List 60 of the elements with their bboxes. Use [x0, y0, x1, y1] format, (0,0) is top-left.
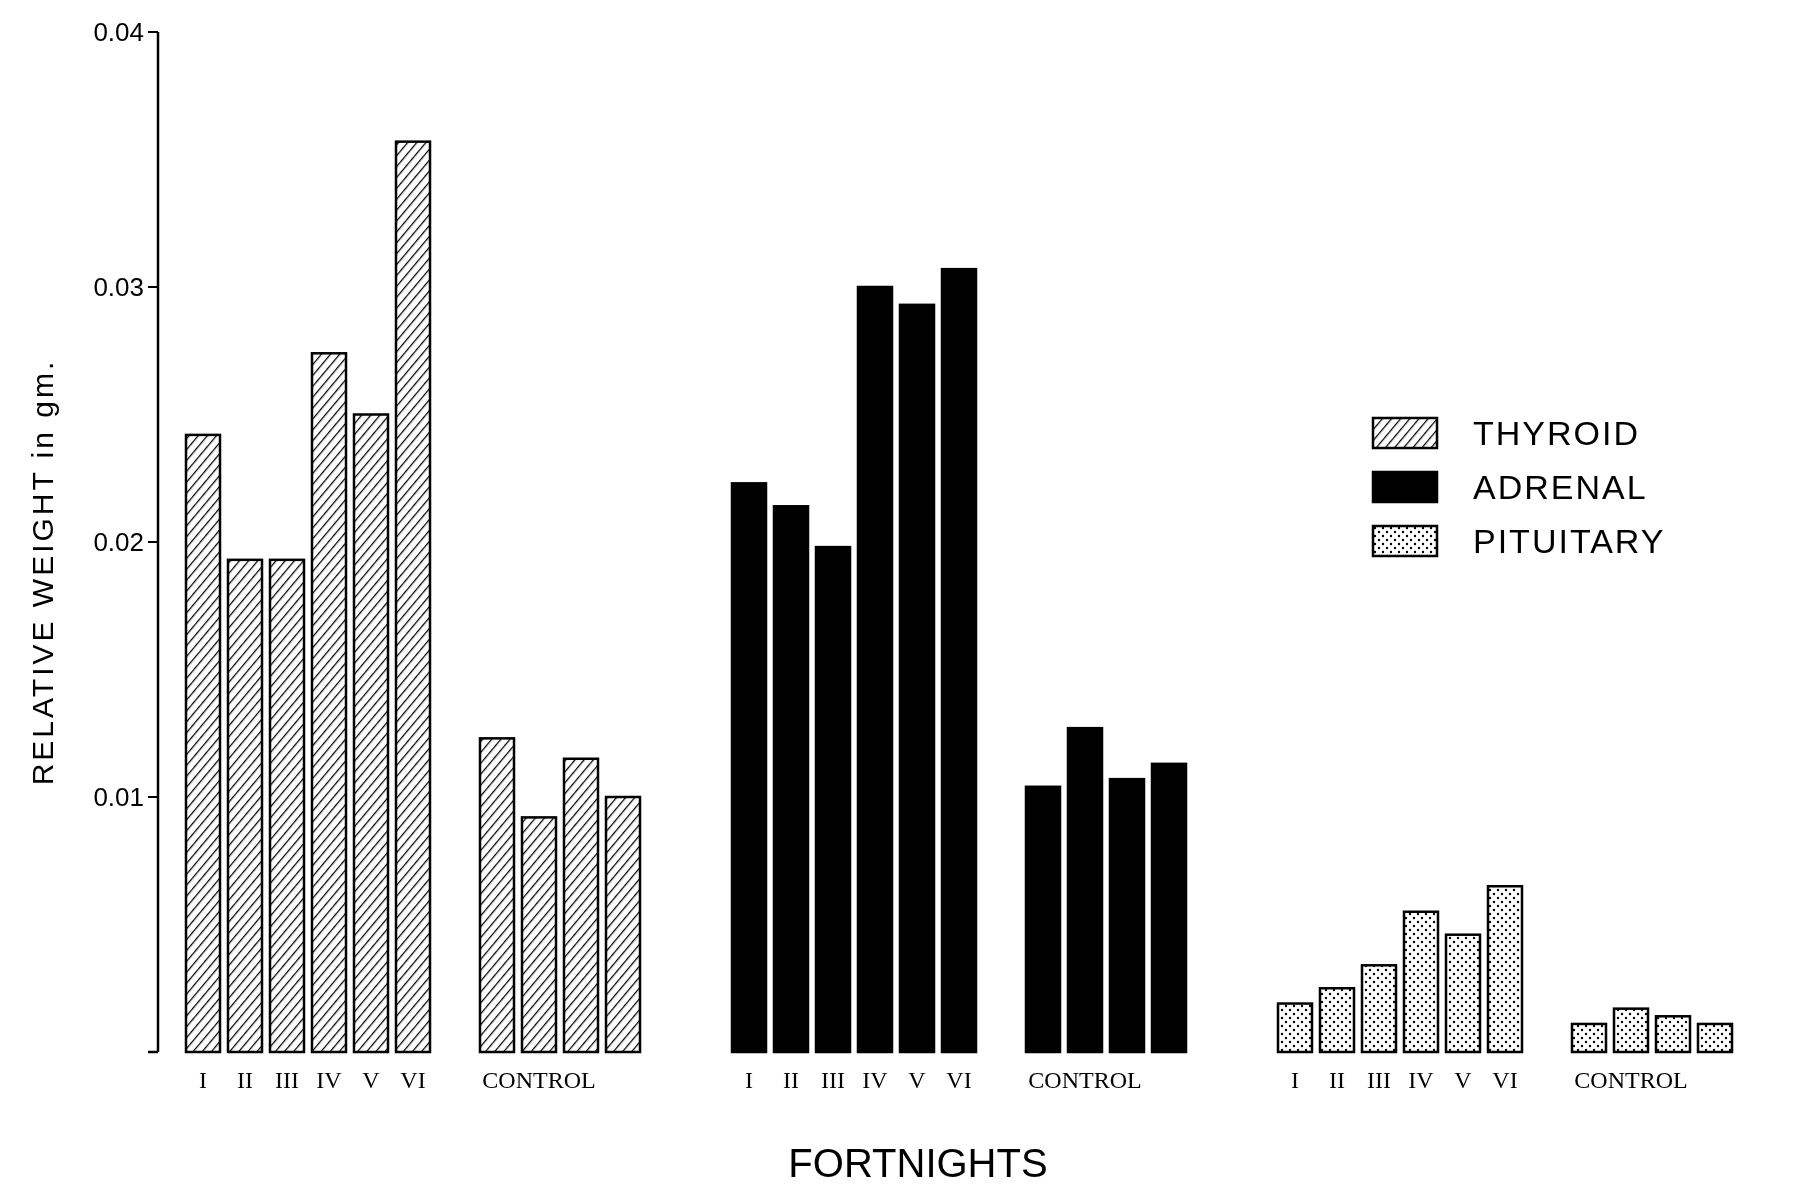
bar	[1570, 1022, 1608, 1054]
bar	[226, 558, 264, 1054]
y-tick-label: 0.04	[93, 17, 144, 48]
x-axis-title: FORTNIGHTS	[788, 1141, 1048, 1185]
x-tick-label: IV	[316, 1067, 343, 1093]
bar	[1360, 964, 1398, 1054]
x-tick-label: V	[1454, 1067, 1473, 1093]
x-tick-label: V	[908, 1067, 927, 1093]
bar	[1318, 987, 1356, 1054]
bar	[856, 285, 894, 1054]
legend-label: ADRENAL	[1473, 467, 1648, 506]
y-tick-label: 0.02	[93, 527, 144, 558]
x-tick-label: II	[783, 1067, 799, 1093]
bar	[1486, 885, 1524, 1054]
bar	[898, 303, 936, 1054]
bar	[1276, 1002, 1314, 1054]
x-tick-label: CONTROL	[1574, 1067, 1688, 1093]
bar	[1654, 1015, 1692, 1054]
bar	[1612, 1007, 1650, 1054]
bar	[184, 433, 222, 1054]
x-tick-label: II	[237, 1067, 253, 1093]
bar	[352, 413, 390, 1054]
bar	[604, 795, 642, 1054]
bar	[940, 267, 978, 1054]
x-tick-label: V	[362, 1067, 381, 1093]
bar	[1108, 777, 1146, 1054]
bar	[520, 816, 558, 1054]
x-tick-label: IV	[862, 1067, 889, 1093]
x-tick-label: I	[745, 1067, 753, 1093]
y-axis-title: RELATIVE WEIGHT in gm.	[26, 358, 59, 786]
x-tick-label: CONTROL	[482, 1067, 596, 1093]
x-tick-label: VI	[946, 1067, 972, 1093]
bar	[1696, 1022, 1734, 1054]
bar	[814, 545, 852, 1054]
bar	[562, 757, 600, 1054]
x-tick-label: III	[821, 1067, 845, 1093]
bar	[310, 352, 348, 1054]
y-tick-label: 0.03	[93, 272, 144, 303]
legend-label: THYROID	[1473, 413, 1640, 452]
x-tick-label: I	[1291, 1067, 1299, 1093]
legend-label: PITUITARY	[1473, 521, 1666, 560]
x-tick-label: VI	[400, 1067, 426, 1093]
bar	[1066, 726, 1104, 1054]
x-tick-label: III	[275, 1067, 299, 1093]
bar	[268, 558, 306, 1054]
bar	[1444, 933, 1482, 1054]
bar	[478, 737, 516, 1054]
bar	[730, 482, 768, 1054]
y-tick-label: 0.01	[93, 782, 144, 813]
x-tick-label: III	[1367, 1067, 1391, 1093]
bar	[1402, 910, 1440, 1054]
x-tick-label: II	[1329, 1067, 1345, 1093]
bar	[1150, 762, 1188, 1054]
bar	[772, 505, 810, 1054]
x-tick-label: VI	[1492, 1067, 1518, 1093]
bar	[394, 140, 432, 1054]
x-tick-label: IV	[1408, 1067, 1435, 1093]
bar	[1024, 785, 1062, 1054]
x-tick-label: CONTROL	[1028, 1067, 1142, 1093]
x-tick-label: I	[199, 1067, 207, 1093]
